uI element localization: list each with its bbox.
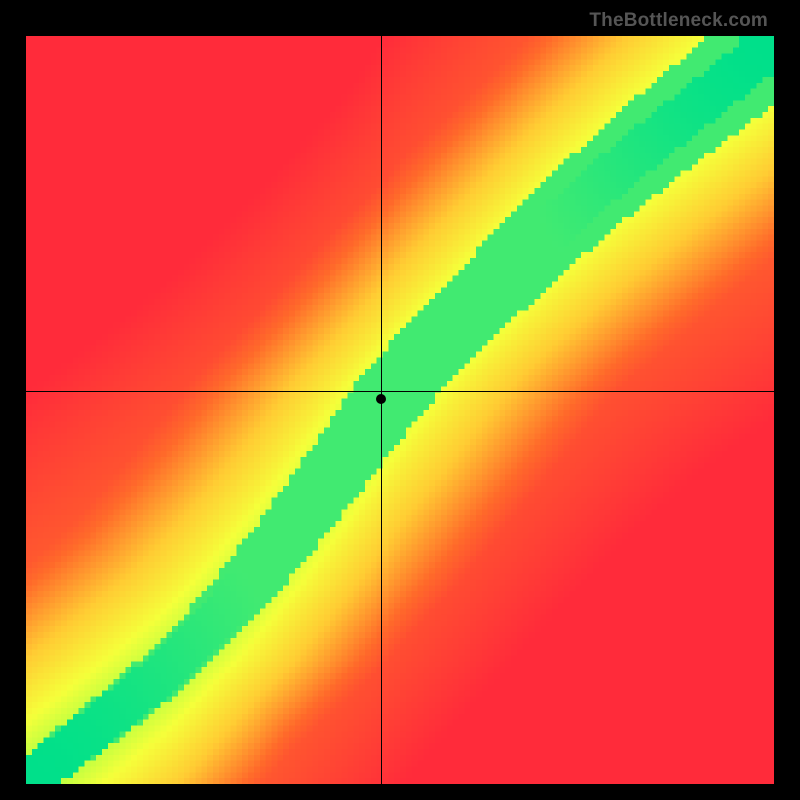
crosshair-vertical bbox=[381, 36, 382, 784]
selection-marker[interactable] bbox=[376, 394, 386, 404]
heatmap-canvas bbox=[26, 36, 774, 784]
bottleneck-heatmap bbox=[26, 36, 774, 784]
crosshair-horizontal bbox=[26, 391, 774, 392]
watermark-label: TheBottleneck.com bbox=[589, 10, 768, 32]
